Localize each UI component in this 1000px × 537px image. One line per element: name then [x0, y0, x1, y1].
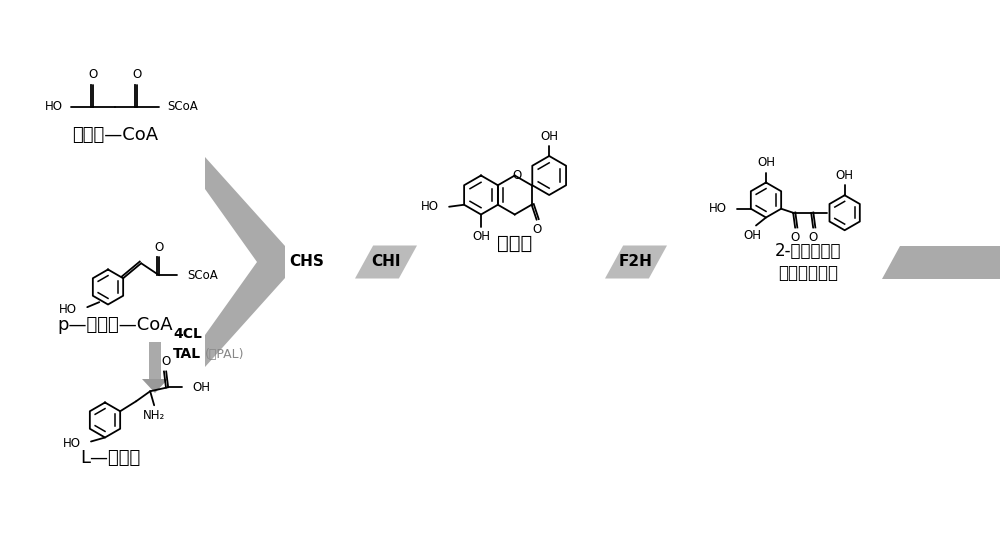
Text: p—香豆酰—CoA: p—香豆酰—CoA: [57, 316, 173, 334]
Text: L—酰氨酸: L—酰氨酸: [80, 449, 140, 467]
Text: F2H: F2H: [619, 255, 653, 270]
Text: HO: HO: [421, 200, 439, 213]
Text: O: O: [88, 69, 98, 82]
Text: O: O: [155, 241, 164, 254]
Polygon shape: [355, 245, 417, 279]
Text: HO: HO: [63, 437, 81, 450]
Text: CHI: CHI: [371, 255, 401, 270]
Text: CHS: CHS: [290, 255, 324, 270]
Text: OH: OH: [540, 129, 558, 142]
Text: 2-羟基柚皮素: 2-羟基柚皮素: [775, 242, 841, 260]
Text: HO: HO: [59, 303, 77, 316]
Polygon shape: [605, 245, 667, 279]
Text: O: O: [512, 169, 521, 182]
Text: O: O: [532, 223, 541, 236]
Text: 丙二酰—CoA: 丙二酰—CoA: [72, 126, 158, 144]
Text: 柚皮素: 柚皮素: [497, 234, 533, 252]
Text: TAL: TAL: [173, 347, 201, 361]
Polygon shape: [882, 245, 1000, 279]
Text: SCoA: SCoA: [187, 268, 218, 282]
Text: O: O: [132, 69, 142, 82]
Text: SCoA: SCoA: [167, 100, 198, 113]
Text: O: O: [791, 231, 800, 244]
Polygon shape: [205, 157, 285, 367]
Text: OH: OH: [757, 156, 775, 169]
Text: NH₂: NH₂: [143, 409, 165, 422]
Text: OH: OH: [836, 169, 854, 182]
Text: (或PAL): (或PAL): [205, 347, 244, 360]
Text: 4CL: 4CL: [173, 327, 202, 341]
Text: O: O: [809, 231, 818, 244]
Polygon shape: [149, 342, 161, 379]
Text: O: O: [162, 355, 171, 368]
Text: OH: OH: [743, 229, 761, 242]
Text: （开环形式）: （开环形式）: [778, 264, 838, 282]
Polygon shape: [142, 379, 168, 393]
Text: OH: OH: [472, 230, 490, 243]
Text: HO: HO: [45, 100, 63, 113]
Text: HO: HO: [709, 202, 727, 215]
Text: OH: OH: [192, 381, 210, 394]
